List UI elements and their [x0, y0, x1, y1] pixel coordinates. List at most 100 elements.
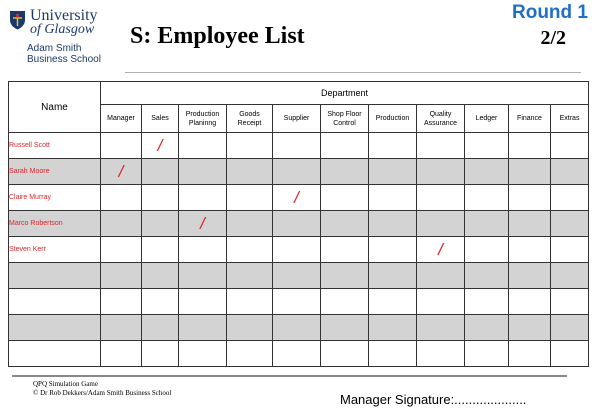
department-cell[interactable] — [320, 262, 369, 289]
department-cell[interactable] — [416, 132, 465, 159]
department-cell[interactable] — [226, 210, 273, 237]
department-cell[interactable] — [226, 236, 273, 263]
department-cell[interactable] — [549, 314, 590, 341]
department-cell[interactable] — [272, 340, 321, 367]
department-cell[interactable] — [226, 340, 273, 367]
department-cell[interactable] — [549, 184, 590, 211]
department-cell[interactable] — [178, 288, 227, 315]
department-cell[interactable]: / — [272, 184, 321, 211]
department-cell[interactable] — [368, 236, 417, 263]
department-cell[interactable] — [464, 340, 509, 367]
department-cell[interactable] — [320, 132, 369, 159]
department-cell[interactable] — [464, 158, 509, 185]
department-cell[interactable] — [508, 236, 551, 263]
department-cell[interactable] — [508, 314, 551, 341]
department-cell[interactable] — [226, 184, 273, 211]
department-cell[interactable] — [272, 262, 321, 289]
department-cell[interactable] — [178, 184, 227, 211]
department-cell[interactable] — [368, 210, 417, 237]
department-cell[interactable] — [508, 158, 551, 185]
department-cell[interactable] — [226, 288, 273, 315]
department-cell[interactable] — [141, 262, 179, 289]
department-cell[interactable] — [416, 340, 465, 367]
department-cell[interactable] — [320, 314, 369, 341]
department-cell[interactable] — [178, 132, 227, 159]
department-cell[interactable] — [508, 132, 551, 159]
department-cell[interactable] — [272, 288, 321, 315]
department-cell[interactable] — [416, 288, 465, 315]
department-cell[interactable] — [141, 340, 179, 367]
department-cell[interactable] — [368, 262, 417, 289]
department-cell[interactable] — [272, 210, 321, 237]
department-cell[interactable]: / — [100, 158, 142, 185]
department-cell[interactable] — [368, 288, 417, 315]
department-cell[interactable] — [178, 314, 227, 341]
department-cell[interactable] — [141, 184, 179, 211]
department-cell[interactable] — [272, 236, 321, 263]
department-cell[interactable] — [100, 262, 142, 289]
department-cell[interactable] — [549, 210, 590, 237]
department-cell[interactable] — [141, 236, 179, 263]
department-cell[interactable] — [226, 314, 273, 341]
department-cell[interactable] — [100, 314, 142, 341]
department-cell[interactable] — [464, 184, 509, 211]
department-cell[interactable] — [141, 210, 179, 237]
department-cell[interactable] — [464, 314, 509, 341]
department-cell[interactable] — [141, 158, 179, 185]
department-cell[interactable] — [100, 236, 142, 263]
department-cell[interactable] — [178, 262, 227, 289]
department-cell[interactable] — [508, 340, 551, 367]
department-cell[interactable] — [549, 340, 590, 367]
department-cell[interactable] — [100, 288, 142, 315]
department-cell[interactable] — [464, 210, 509, 237]
department-cell[interactable] — [178, 158, 227, 185]
department-cell[interactable] — [226, 132, 273, 159]
department-cell[interactable] — [464, 236, 509, 263]
department-cell[interactable] — [272, 314, 321, 341]
department-cell[interactable] — [272, 158, 321, 185]
department-cell[interactable] — [100, 132, 142, 159]
department-cell[interactable] — [416, 314, 465, 341]
department-cell[interactable] — [320, 236, 369, 263]
department-cell[interactable] — [100, 210, 142, 237]
department-cell[interactable] — [178, 340, 227, 367]
department-cell[interactable] — [508, 262, 551, 289]
department-cell[interactable] — [320, 288, 369, 315]
department-cell[interactable] — [549, 236, 590, 263]
department-cell[interactable] — [100, 184, 142, 211]
department-cell[interactable] — [464, 288, 509, 315]
department-cell[interactable] — [368, 184, 417, 211]
department-cell[interactable]: / — [416, 236, 465, 263]
department-cell[interactable] — [100, 340, 142, 367]
department-cell[interactable] — [320, 158, 369, 185]
department-cell[interactable] — [368, 340, 417, 367]
department-cell[interactable] — [549, 262, 590, 289]
department-cell[interactable] — [141, 288, 179, 315]
department-cell[interactable] — [416, 262, 465, 289]
department-cell[interactable] — [416, 158, 465, 185]
department-cell[interactable] — [508, 210, 551, 237]
department-cell[interactable] — [320, 210, 369, 237]
department-cell[interactable]: / — [178, 210, 227, 237]
department-cell[interactable]: / — [141, 132, 179, 159]
department-cell[interactable] — [178, 236, 227, 263]
department-cell[interactable] — [368, 132, 417, 159]
department-cell[interactable] — [272, 132, 321, 159]
department-cell[interactable] — [368, 158, 417, 185]
department-cell[interactable] — [141, 314, 179, 341]
department-cell[interactable] — [464, 132, 509, 159]
department-cell[interactable] — [416, 210, 465, 237]
department-cell[interactable] — [320, 340, 369, 367]
manager-signature-field[interactable]: Manager Signature:.................... — [340, 392, 527, 407]
department-cell[interactable] — [226, 262, 273, 289]
department-cell[interactable] — [549, 132, 590, 159]
department-cell[interactable] — [508, 184, 551, 211]
department-cell[interactable] — [549, 288, 590, 315]
department-cell[interactable] — [464, 262, 509, 289]
department-cell[interactable] — [508, 288, 551, 315]
department-cell[interactable] — [549, 158, 590, 185]
department-cell[interactable] — [416, 184, 465, 211]
department-cell[interactable] — [320, 184, 369, 211]
department-cell[interactable] — [226, 158, 273, 185]
department-cell[interactable] — [368, 314, 417, 341]
